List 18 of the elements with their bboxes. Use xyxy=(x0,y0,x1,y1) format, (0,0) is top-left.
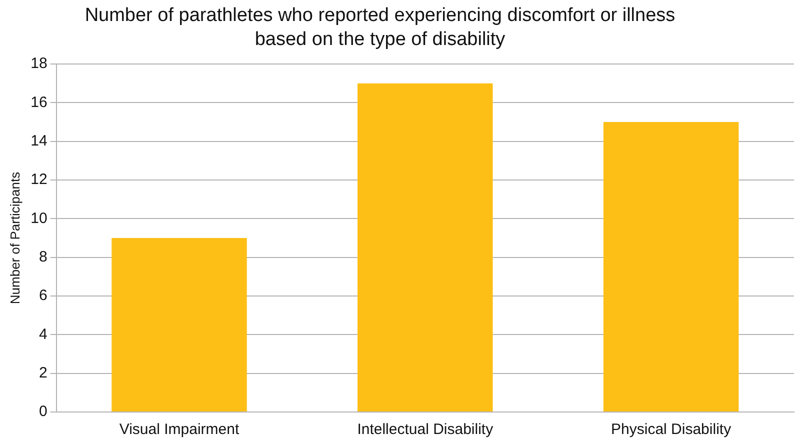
x-tick-label: Physical Disability xyxy=(611,421,732,438)
x-tick-label: Intellectual Disability xyxy=(357,421,494,438)
y-tick-label: 10 xyxy=(30,210,48,227)
y-tick-label: 4 xyxy=(38,326,48,343)
chart-title: Number of parathletes who reported experiencing discomfort or illness based on the type of disability xyxy=(84,4,676,52)
y-axis-title: Number of Participants xyxy=(7,171,22,304)
x-tick-label: Visual Impairment xyxy=(119,421,240,438)
y-tick-label: 14 xyxy=(30,132,48,150)
y-tick-label: 6 xyxy=(38,287,48,304)
y-tick-label: 0 xyxy=(38,403,48,420)
bar xyxy=(112,238,247,412)
bar xyxy=(358,83,493,412)
y-tick-label: 16 xyxy=(30,94,48,111)
bar xyxy=(603,122,739,412)
y-tick-label: 18 xyxy=(30,55,48,72)
y-tick-label: 12 xyxy=(30,171,48,188)
y-tick-label: 8 xyxy=(38,248,48,266)
y-tick-label: 2 xyxy=(38,364,48,382)
